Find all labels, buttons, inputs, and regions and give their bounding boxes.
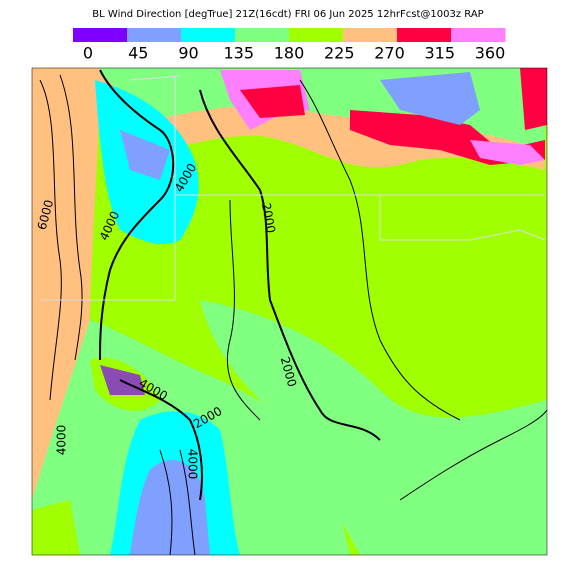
contour-line <box>39 79 62 401</box>
contour-line <box>299 79 461 421</box>
contour-label: 4000 <box>186 449 200 480</box>
colorbar-swatch <box>127 28 182 42</box>
contour-label: 2000 <box>259 202 278 235</box>
colorbar-label: 180 <box>274 44 305 63</box>
map: 6000 4000 4000 2000 2000 4000 2000 4000 … <box>31 67 548 556</box>
field-green-se <box>200 300 547 555</box>
contour-line <box>399 409 547 501</box>
colorbar-swatch <box>451 28 506 42</box>
colorbar-label: 135 <box>223 44 254 63</box>
contour-line <box>59 74 83 361</box>
field-tan-west <box>32 68 100 510</box>
colorbar-swatch <box>181 28 236 42</box>
contour-line <box>119 379 203 501</box>
colorbar-label: 270 <box>374 44 405 63</box>
colorbar-label: 360 <box>475 44 506 63</box>
field-blue-n <box>380 72 480 125</box>
field-purple-sw <box>100 365 145 395</box>
state-border <box>40 75 546 301</box>
colorbar-label: 225 <box>324 44 355 63</box>
colorbar-swatch <box>289 28 344 42</box>
contour-line <box>226 199 261 421</box>
map-frame <box>31 67 548 556</box>
colorbar-swatch <box>397 28 452 42</box>
field-blue-1 <box>120 130 170 180</box>
colorbar-label: 0 <box>83 44 93 63</box>
contour-line <box>159 449 196 555</box>
colorbar-label: 315 <box>424 44 455 63</box>
contour-line <box>99 69 175 361</box>
colorbar-swatch <box>343 28 398 42</box>
colorbar: 0 45 90 135 180 225 270 315 360 <box>73 28 506 63</box>
field-blue-s <box>130 460 210 555</box>
title: BL Wind Direction [degTrue] 21Z(16cdt) F… <box>92 9 483 20</box>
colorbar-swatch <box>235 28 290 42</box>
colorbar-label: 45 <box>128 44 148 63</box>
contour-label: 4000 <box>55 425 69 456</box>
field-red-1 <box>240 85 305 118</box>
field-red-3 <box>520 68 547 130</box>
field-pink-2 <box>470 140 545 165</box>
field-lime-s <box>32 500 80 555</box>
colorbar-label: 90 <box>178 44 198 63</box>
contour-line <box>199 89 381 441</box>
colorbar-swatch <box>73 28 128 42</box>
